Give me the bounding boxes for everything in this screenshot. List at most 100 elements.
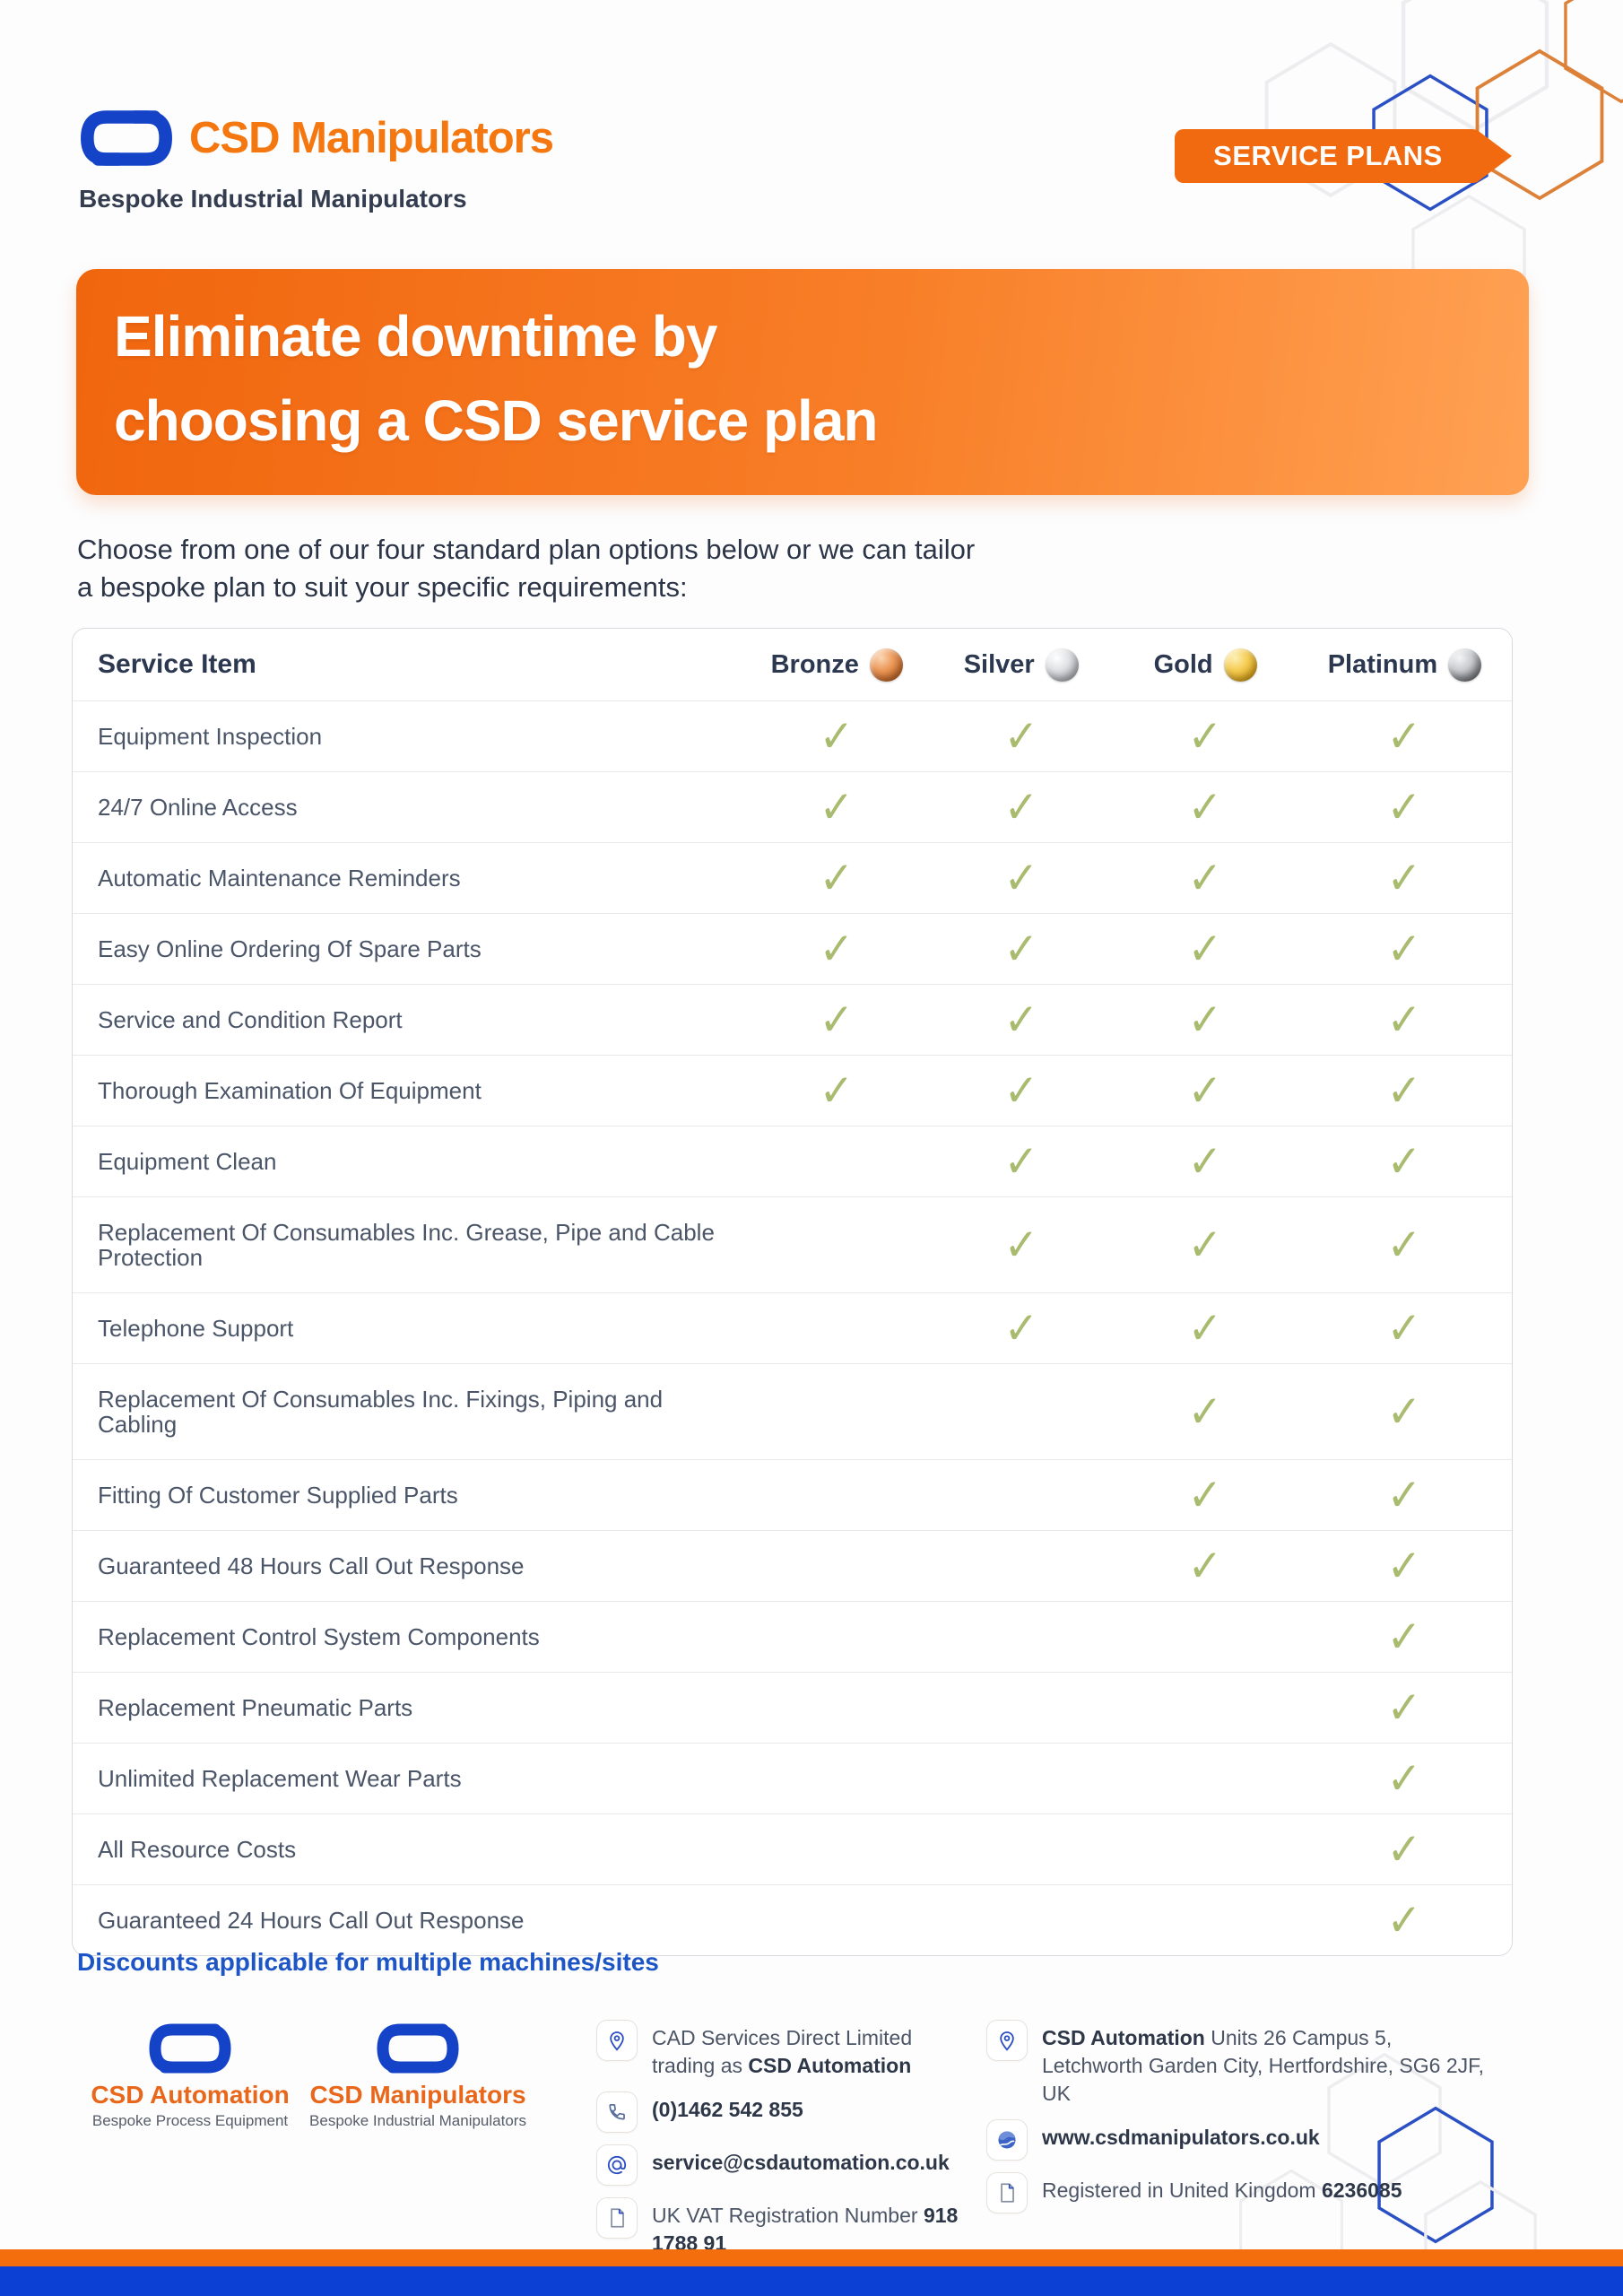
plan-check-cell: ✓ [1297,1459,1512,1530]
website-url[interactable]: www.csdmanipulators.co.uk [1042,2126,1320,2149]
table-row: Replacement Pneumatic Parts ✓ [73,1672,1512,1743]
check-icon: ✓ [1387,1753,1422,1804]
csd-manipulators-logo: CSD Manipulators Bespoke Industrial Mani… [309,2020,526,2130]
address-line1: Units 26 Campus 5, [1204,2026,1393,2049]
check-icon: ✓ [1187,853,1223,903]
plan-check-cell [928,1601,1114,1672]
vat-item: UK VAT Registration Number 918 1788 91 [596,2197,1009,2257]
table-row: Equipment Clean ✓ ✓ ✓ [73,1126,1512,1196]
service-item-label: Replacement Pneumatic Parts [73,1672,745,1743]
table-row: Telephone Support ✓ ✓ ✓ [73,1292,1512,1363]
vat-label: UK VAT Registration Number [652,2204,924,2227]
check-icon: ✓ [1387,995,1422,1045]
hexagon-decoration [1475,48,1604,201]
plan-label: Platinum [1327,649,1438,679]
hexagon-decoration [1564,0,1623,104]
check-icon: ✓ [819,995,855,1045]
csd-automation-logo: CSD Automation Bespoke Process Equipment [91,2020,290,2130]
service-item-label: Unlimited Replacement Wear Parts [73,1743,745,1813]
table-row: Fitting Of Customer Supplied Parts ✓ ✓ [73,1459,1512,1530]
location-pin-icon [986,2020,1028,2061]
plan-check-cell [928,1363,1114,1459]
plan-check-cell: ✓ [1113,1126,1298,1196]
service-item-label: Replacement Of Consumables Inc. Grease, … [73,1196,745,1292]
table-row: Replacement Of Consumables Inc. Fixings,… [73,1363,1512,1459]
footer-blue-bar [0,2266,1623,2296]
brand: CSD Manipulators [76,106,554,170]
check-icon: ✓ [1187,1470,1223,1520]
intro-text: Choose from one of our four standard pla… [77,531,975,606]
plan-check-cell [744,1126,929,1196]
plan-check-cell [744,1292,929,1363]
service-item-label: Automatic Maintenance Reminders [73,842,745,913]
table-row: Guaranteed 24 Hours Call Out Response ✓ [73,1884,1512,1955]
check-icon: ✓ [1387,1136,1422,1187]
plan-label: Bronze [770,649,859,679]
address-item: CSD Automation Units 26 Campus 5, Letchw… [986,2020,1488,2108]
contact-column-left: CAD Services Direct Limited trading as C… [596,2020,1009,2257]
plan-check-cell [744,1459,929,1530]
plan-check-cell: ✓ [928,1126,1114,1196]
service-item-label: 24/7 Online Access [73,771,745,842]
plan-check-cell [1113,1672,1298,1743]
check-icon: ✓ [1187,711,1223,761]
check-icon: ✓ [819,711,855,761]
hero-title-line2: choosing a CSD service plan [114,388,879,453]
intro-line2: a bespoke plan to suit your specific req… [77,571,688,603]
plan-check-cell: ✓ [928,913,1114,984]
brand-tagline: Bespoke Industrial Manipulators [79,185,467,213]
table-row: Service and Condition Report ✓ ✓ ✓ ✓ [73,984,1512,1055]
plan-check-cell: ✓ [744,913,929,984]
table-header-row: Service Item Bronze Silver Gold Platinum [73,629,1512,700]
service-item-label: Replacement Control System Components [73,1601,745,1672]
document-icon [596,2197,638,2239]
plan-check-cell [744,1813,929,1884]
company-line2: trading as [652,2054,749,2077]
phone-item: (0)1462 542 855 [596,2092,1009,2133]
address-line2: Letchworth Garden City, Hertfordshire, S… [1042,2054,1484,2105]
hexagon-decoration [1264,41,1397,198]
check-icon: ✓ [819,1065,855,1116]
check-icon: ✓ [1187,1220,1223,1270]
plan-check-cell: ✓ [1297,984,1512,1055]
check-icon: ✓ [1387,1541,1422,1591]
check-icon: ✓ [819,924,855,974]
plan-check-cell: ✓ [928,984,1114,1055]
address-company: CSD Automation [1042,2026,1205,2049]
plan-check-cell: ✓ [1297,1363,1512,1459]
plan-check-cell: ✓ [744,1055,929,1126]
plan-check-cell: ✓ [1297,1196,1512,1292]
plan-check-cell: ✓ [744,984,929,1055]
table-row: Equipment Inspection ✓ ✓ ✓ ✓ [73,700,1512,771]
plan-check-cell: ✓ [1297,1292,1512,1363]
plan-check-cell [1113,1884,1298,1955]
document-icon [986,2172,1028,2213]
check-icon: ✓ [1187,1303,1223,1353]
email-address[interactable]: service@csdautomation.co.uk [652,2151,950,2174]
plan-check-cell: ✓ [1113,1459,1298,1530]
footer-logo-tagline: Bespoke Industrial Manipulators [309,2112,526,2129]
check-icon: ✓ [1003,1220,1038,1270]
plan-check-cell: ✓ [1113,984,1298,1055]
plan-check-cell [928,1743,1114,1813]
table-row: Guaranteed 48 Hours Call Out Response ✓ ✓ [73,1530,1512,1601]
plan-check-cell: ✓ [928,1055,1114,1126]
csd-chain-logo-icon [149,2023,231,2074]
plan-check-cell: ✓ [1297,700,1512,771]
check-icon: ✓ [1003,1136,1038,1187]
service-item-label: Fitting Of Customer Supplied Parts [73,1459,745,1530]
plan-check-cell: ✓ [744,842,929,913]
service-item-label: All Resource Costs [73,1813,745,1884]
plan-check-cell: ✓ [1297,1884,1512,1955]
plan-check-cell: ✓ [1113,1292,1298,1363]
check-icon: ✓ [1003,711,1038,761]
website-item: www.csdmanipulators.co.uk [986,2119,1488,2161]
check-icon: ✓ [1187,1387,1223,1437]
check-icon: ✓ [1387,1220,1422,1270]
check-icon: ✓ [1387,1824,1422,1874]
plan-check-cell [744,1672,929,1743]
phone-number: (0)1462 542 855 [652,2098,803,2121]
email-item: service@csdautomation.co.uk [596,2144,1009,2186]
check-icon: ✓ [1387,1895,1422,1945]
plan-check-cell: ✓ [1113,700,1298,771]
